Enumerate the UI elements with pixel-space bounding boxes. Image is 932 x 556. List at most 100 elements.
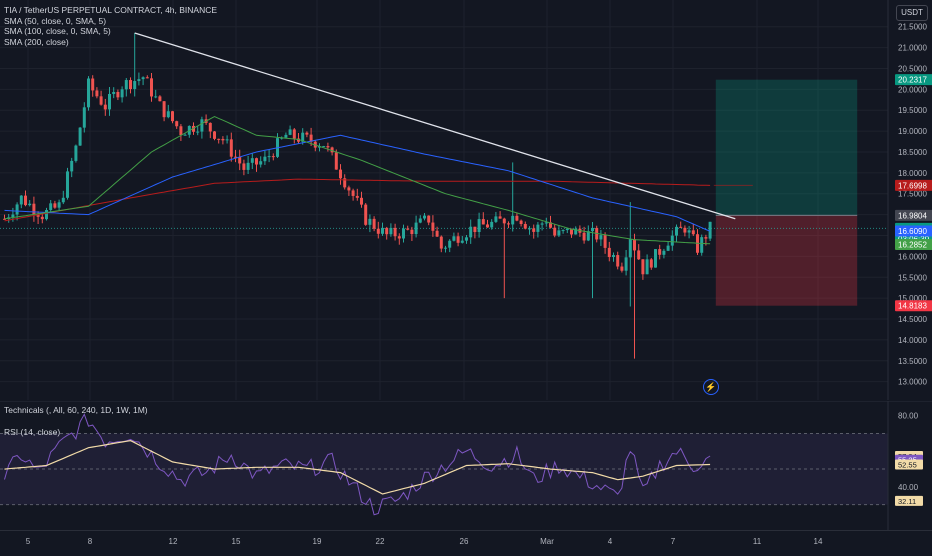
candle[interactable] (208, 122, 212, 132)
price-chart-pane[interactable]: 21.5000 21.0000 20.5000 20.0000 19.5000 19.00… (0, 0, 932, 400)
candle[interactable] (347, 187, 351, 191)
candle[interactable] (292, 129, 296, 139)
candle[interactable] (326, 146, 330, 148)
candle[interactable] (599, 235, 603, 240)
symbol-title[interactable]: TIA / TetherUS PERPETUAL CONTRACT, 4h, B… (4, 5, 218, 15)
candle[interactable] (175, 121, 179, 127)
candle[interactable] (469, 226, 473, 238)
candle[interactable] (49, 203, 53, 211)
candle[interactable] (330, 147, 334, 153)
currency-button[interactable]: USDT (896, 5, 928, 21)
candle[interactable] (452, 236, 456, 241)
sma100-line[interactable] (4, 134, 711, 232)
candle[interactable] (624, 257, 628, 271)
stop-zone[interactable] (715, 215, 858, 306)
candle[interactable] (322, 146, 326, 148)
sma50-legend[interactable]: SMA (50, close, 0, SMA, 5) (4, 15, 107, 26)
candle[interactable] (502, 218, 506, 224)
candle[interactable] (137, 79, 141, 82)
candle[interactable] (439, 236, 443, 249)
candle[interactable] (536, 224, 540, 232)
candle[interactable] (658, 249, 662, 255)
candle[interactable] (628, 239, 632, 258)
candle[interactable] (255, 158, 258, 165)
candle[interactable] (263, 156, 267, 162)
candle[interactable] (494, 216, 498, 222)
candle[interactable] (91, 78, 95, 91)
candle[interactable] (612, 255, 615, 258)
candle[interactable] (490, 221, 494, 228)
candle[interactable] (477, 219, 481, 233)
candle[interactable] (511, 215, 515, 225)
candle[interactable] (444, 247, 447, 249)
candle[interactable] (11, 214, 15, 218)
candle[interactable] (687, 230, 691, 233)
candle[interactable] (683, 227, 687, 233)
candle[interactable] (179, 126, 183, 136)
candle[interactable] (57, 202, 61, 208)
candle[interactable] (498, 216, 502, 219)
candle[interactable] (225, 139, 229, 141)
candle[interactable] (3, 218, 6, 220)
candle[interactable] (460, 240, 464, 243)
candle[interactable] (528, 228, 531, 230)
candle[interactable] (670, 235, 674, 246)
price-axis-background[interactable] (888, 0, 932, 400)
candle[interactable] (574, 228, 578, 235)
candle[interactable] (523, 223, 527, 229)
candle[interactable] (553, 227, 557, 236)
candle[interactable] (376, 228, 380, 234)
candle[interactable] (448, 240, 452, 248)
candle[interactable] (229, 139, 233, 157)
candle[interactable] (675, 226, 678, 236)
candle[interactable] (183, 134, 187, 136)
candle[interactable] (82, 107, 86, 128)
time-axis[interactable]: 5 8 12 15 19 22 26 Mar 4 7 11 14 (0, 530, 932, 551)
candle[interactable] (654, 249, 657, 268)
candle[interactable] (582, 232, 586, 241)
candle[interactable] (112, 91, 116, 94)
candle[interactable] (351, 190, 355, 196)
candle[interactable] (364, 204, 368, 225)
candle[interactable] (414, 222, 418, 235)
candle[interactable] (297, 138, 300, 142)
candle[interactable] (507, 223, 510, 225)
candle[interactable] (24, 195, 27, 206)
candle[interactable] (108, 93, 111, 110)
candle[interactable] (166, 111, 170, 118)
technicals-legend[interactable]: Technicals (, All, 60, 240, 1D, 1W, 1M) (4, 405, 148, 415)
candle[interactable] (87, 78, 90, 108)
candle[interactable] (372, 218, 376, 229)
candle[interactable] (217, 138, 221, 140)
candle[interactable] (456, 236, 460, 243)
candle[interactable] (103, 104, 107, 110)
candle[interactable] (603, 235, 607, 248)
candle[interactable] (649, 259, 653, 268)
candle[interactable] (397, 236, 401, 239)
candle[interactable] (221, 138, 225, 141)
candle[interactable] (355, 195, 359, 198)
candle[interactable] (381, 227, 384, 234)
candle[interactable] (339, 169, 342, 179)
candle[interactable] (15, 204, 19, 215)
candle[interactable] (607, 247, 611, 258)
sma100-legend[interactable]: SMA (100, close, 0, SMA, 5) (4, 26, 111, 36)
candle[interactable] (393, 227, 397, 237)
candle[interactable] (242, 163, 246, 170)
candle[interactable] (402, 228, 405, 239)
candle[interactable] (343, 178, 347, 188)
candle[interactable] (423, 215, 426, 219)
candle[interactable] (679, 226, 683, 228)
candle[interactable] (32, 203, 36, 215)
candle[interactable] (418, 218, 422, 223)
candle[interactable] (171, 111, 174, 122)
candle[interactable] (662, 250, 666, 255)
candle[interactable] (368, 218, 372, 225)
target-zone[interactable] (715, 79, 858, 216)
candle[interactable] (267, 156, 271, 158)
candle[interactable] (19, 195, 23, 205)
rsi-ma-line[interactable] (4, 439, 711, 495)
candle[interactable] (116, 91, 120, 98)
candle[interactable] (158, 96, 162, 102)
